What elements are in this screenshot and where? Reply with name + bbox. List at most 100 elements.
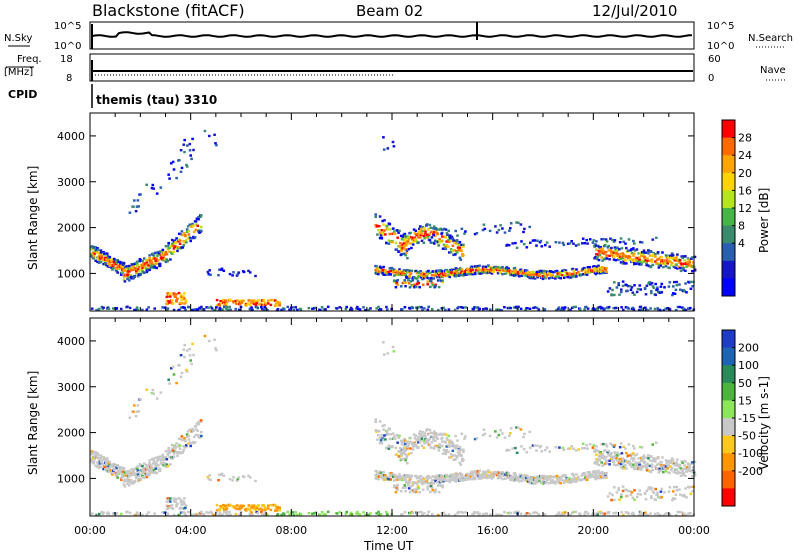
velocity-cell-823: [612, 511, 615, 515]
velocity-cell-444: [213, 338, 216, 341]
velocity-cell-787: [537, 513, 541, 516]
velocity-cell-2140: [692, 466, 695, 469]
power-cell-306: [163, 251, 166, 254]
velocity-cell-312: [164, 450, 168, 453]
velocity-cell-1024: [428, 428, 432, 432]
velocity-cell-1902: [610, 451, 613, 455]
velocity-cell-1937: [622, 458, 625, 462]
velocity-cell-1142: [383, 478, 386, 481]
power-cell-55: [102, 262, 105, 266]
velocity-cell-72: [106, 467, 110, 470]
power-cell-2138: [691, 256, 694, 259]
power-cell-1385: [478, 264, 481, 267]
velocity-cell-1196: [406, 473, 409, 477]
power-cell-2211: [668, 281, 672, 284]
power-cell-546: [244, 304, 248, 307]
velocity-cell-1158: [389, 474, 392, 478]
power-cell-29: [96, 260, 99, 264]
power-cell-1856: [594, 243, 597, 246]
velocity-cell-1370: [472, 476, 475, 479]
velocity-cell-1381: [477, 472, 480, 475]
velocity-cell-1490: [518, 480, 521, 483]
velocity-cell-921: [398, 434, 401, 438]
velocity-cell-1980: [638, 463, 641, 466]
velocity-colorbar-label-5: -50: [738, 430, 756, 443]
power-cell-2221: [679, 288, 682, 291]
power-cell-1954: [629, 257, 632, 261]
velocity-colorbar-label-6: -100: [738, 447, 763, 460]
velocity-cell-1724: [407, 484, 410, 487]
power-cell-1720: [402, 281, 406, 284]
power-cell-438: [186, 144, 189, 147]
power-cell-1694: [598, 266, 601, 270]
velocity-cell-1018: [426, 440, 430, 443]
velocity-cell-691: [299, 513, 303, 516]
power-cell-2215: [672, 280, 676, 284]
power-cell-2081: [670, 261, 674, 265]
velocity-cell-710: [355, 512, 358, 515]
velocity-colorbar-segment-7: [722, 453, 735, 472]
power-cell-2104: [678, 259, 682, 262]
power-cell-1842: [619, 237, 623, 240]
power-cell-1807: [536, 239, 539, 242]
velocity-cell-1786: [509, 432, 512, 435]
velocity-cell-155: [126, 482, 129, 486]
velocity-cell-1838: [611, 443, 614, 447]
velocity-cell-1025: [428, 437, 432, 440]
velocity-cell-1908: [612, 460, 616, 464]
power-cell-1044: [436, 232, 440, 236]
power-cell-2213: [672, 292, 675, 295]
velocity-cell-1504: [524, 479, 527, 482]
power-cell-1839: [612, 240, 616, 243]
velocity-cell-1519: [529, 480, 532, 484]
velocity-cell-2023: [651, 459, 655, 463]
velocity-cell-760: [478, 512, 481, 516]
power-cell-2162: [618, 293, 621, 296]
power-cell-1918: [616, 254, 619, 258]
velocity-cell-769: [500, 514, 504, 517]
power-cell-6: [90, 245, 94, 248]
power-cell-105: [114, 266, 118, 270]
velocity-cell-1358: [468, 473, 472, 477]
velocity-cell-925: [399, 439, 403, 443]
power-cell-356: [181, 233, 185, 237]
power-cell-508: [184, 299, 188, 302]
power-cell-1774: [475, 232, 479, 235]
power-cell-698: [320, 306, 324, 309]
velocity-cell-758: [476, 511, 480, 514]
velocity-cell-1166: [392, 473, 396, 476]
velocity-cell-1643: [577, 475, 580, 479]
power-cell-1776: [482, 223, 486, 226]
velocity-cell-780: [524, 513, 527, 517]
power-cell-1683: [594, 267, 598, 270]
velocity-cell-850: [666, 512, 669, 515]
velocity-cell-611: [128, 511, 132, 515]
velocity-cell-1233: [422, 482, 426, 485]
power-cell-1460: [506, 269, 510, 273]
velocity-cell-433: [179, 354, 183, 357]
power-cell-400: [200, 229, 203, 233]
power-cell-1408: [486, 269, 489, 273]
power-cell-56: [103, 260, 106, 263]
power-cell-758: [476, 306, 480, 309]
velocity-cell-1177: [399, 475, 402, 478]
velocity-cell-1035: [433, 435, 436, 439]
velocity-cell-108: [115, 466, 119, 470]
power-cell-2000: [643, 255, 647, 258]
velocity-cell-1984: [639, 465, 642, 468]
velocity-cell-2215: [672, 485, 676, 489]
velocity-cell-356: [181, 438, 185, 442]
velocity-cell-604: [112, 512, 115, 515]
cpid-label: CPID: [8, 88, 37, 101]
power-cell-1365: [471, 273, 474, 276]
power-cell-1932: [621, 252, 625, 255]
velocity-cell-692: [307, 511, 311, 515]
power-cell-951: [402, 243, 405, 246]
velocity-cell-1818: [566, 447, 570, 450]
velocity-cell-1638: [575, 473, 578, 476]
power-cell-649: [210, 307, 214, 310]
velocity-cell-1110: [462, 459, 465, 462]
power-cell-977: [411, 240, 415, 243]
power-cell-523: [224, 299, 228, 302]
velocity-cell-667: [250, 511, 253, 514]
